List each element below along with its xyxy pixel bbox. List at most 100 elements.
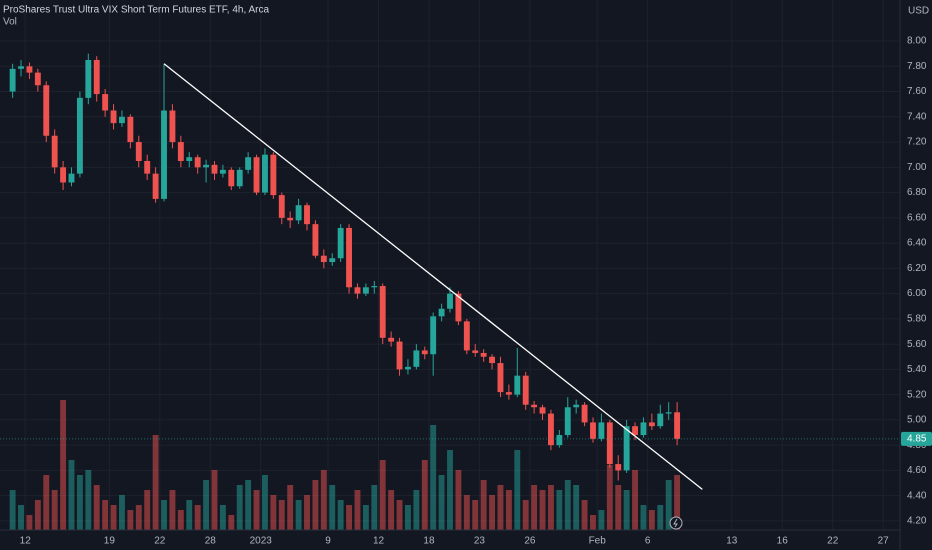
y-tick-label: 7.20 (907, 137, 927, 148)
candle-body (615, 464, 622, 471)
icon-bolt (673, 518, 678, 528)
candle-body (463, 321, 470, 351)
y-tick-label: 7.40 (907, 111, 927, 122)
candle-body (135, 142, 142, 162)
candle-body (110, 110, 117, 124)
candle-body (203, 164, 210, 168)
candle-body (211, 164, 218, 174)
volume-bar (539, 490, 546, 530)
x-tick-label: 2023 (250, 536, 273, 547)
candle-body (43, 85, 50, 136)
x-tick-label: 22 (827, 536, 839, 547)
candle-body (177, 142, 184, 162)
candle-body (674, 412, 681, 439)
volume-bar (547, 485, 554, 530)
volume-bar (413, 490, 420, 530)
volume-bar (9, 490, 16, 530)
candle-body (9, 68, 16, 92)
y-tick-label: 5.40 (907, 364, 927, 375)
volume-bar (590, 515, 596, 530)
volume-bar (253, 490, 260, 530)
candle-body (632, 426, 638, 436)
volume-bar (119, 495, 125, 530)
candle-body (648, 422, 655, 427)
candle-body (547, 413, 554, 446)
volume-bar (665, 480, 672, 530)
candle-body (312, 224, 319, 256)
volume-bar (598, 510, 605, 530)
candle-body (270, 154, 277, 196)
candle-body (93, 59, 100, 95)
volume-bar (320, 470, 327, 530)
x-tick-label: 19 (104, 536, 116, 547)
x-tick-label: 12 (20, 536, 32, 547)
volume-bar (60, 400, 67, 530)
candle-body (346, 227, 353, 288)
x-tick-label: 13 (726, 536, 738, 547)
volume-bar (169, 490, 176, 530)
volume-bar (640, 505, 647, 530)
candle-body (295, 205, 302, 221)
candle-body (497, 363, 504, 393)
candle-body (514, 375, 521, 395)
candle-body (51, 135, 58, 168)
y-tick-label: 6.60 (907, 212, 927, 223)
y-tick-label: 5.20 (907, 389, 927, 400)
volume-bar (186, 500, 193, 530)
y-tick-label: 7.60 (907, 86, 927, 97)
y-tick-label: 5.80 (907, 313, 927, 324)
volume-bar (295, 500, 302, 530)
candle-body (320, 255, 327, 263)
candle-body (531, 404, 538, 408)
candle-body (119, 116, 125, 124)
volume-bar (203, 480, 210, 530)
volume-bar (161, 500, 167, 530)
candle-body (455, 293, 462, 322)
volume-bar (379, 460, 386, 530)
volume-bar (531, 485, 538, 530)
candle-body (539, 407, 546, 414)
volume-bar (447, 450, 453, 530)
volume-bar (371, 485, 378, 530)
candle-body (228, 169, 235, 187)
x-tick-label: 6 (645, 536, 651, 547)
volume-label: Vol (3, 17, 17, 28)
last-price-box (901, 431, 932, 446)
candle-body (421, 350, 428, 355)
candle-body (665, 412, 672, 414)
candle-body (430, 316, 437, 355)
x-tick-label: 23 (474, 536, 486, 547)
candle-body (287, 217, 294, 221)
volume-bar (396, 500, 403, 530)
candle-body (489, 356, 495, 364)
candle-body (581, 404, 588, 423)
candle-body (127, 116, 134, 143)
candle-body (262, 154, 268, 193)
volume-bar (354, 490, 361, 530)
volume-bar (85, 470, 92, 530)
volume-bar (505, 490, 512, 530)
candle-body (34, 72, 41, 86)
y-tick-label: 8.00 (907, 36, 927, 47)
y-tick-label: 4.60 (907, 465, 927, 476)
volume-layer (9, 400, 681, 530)
volume-bar (564, 480, 571, 530)
x-tick-label: 9 (325, 536, 331, 547)
candle-body (371, 286, 378, 288)
volume-bar (472, 500, 479, 530)
volume-bar (514, 450, 521, 530)
candle-body (598, 422, 605, 439)
volume-bar (262, 475, 268, 530)
replay-icon[interactable] (669, 516, 683, 530)
volume-bar (312, 480, 319, 530)
volume-bar (304, 495, 310, 530)
volume-bar (51, 490, 58, 530)
candle-body (556, 435, 563, 446)
y-tick-label: 7.00 (907, 162, 927, 173)
candle-body (152, 173, 159, 199)
volume-bar (522, 500, 529, 530)
y-tick-label: 4.40 (907, 490, 927, 501)
candle-body (85, 59, 92, 98)
volume-bar (76, 475, 83, 530)
volume-bar (388, 490, 395, 530)
